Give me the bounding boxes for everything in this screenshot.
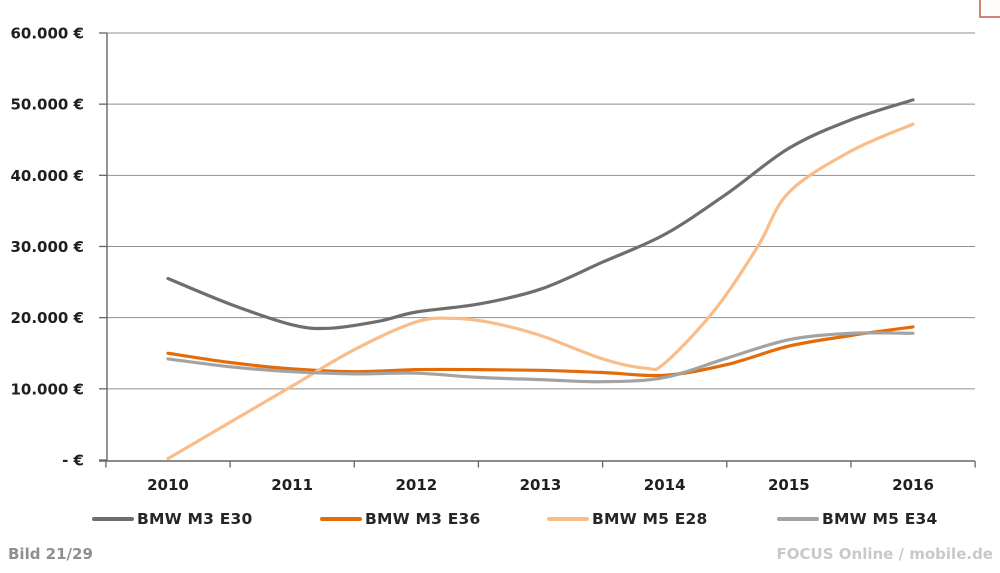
series-line-bmw-m5-e28 [166, 122, 915, 461]
price-development-line-chart: 60.000 € 50.000 € 40.000 € 30.000 € 20.000 €… [10, 24, 976, 494]
legend-label-bmw-m3-e36: BMW M3 E36 [365, 510, 481, 528]
series-line-bmw-m3-e30 [166, 98, 915, 331]
legend-swatch-bmw-m3-e36 [320, 517, 362, 521]
y-tick-label: 20.000 € [10, 309, 84, 327]
legend-item-bmw-m3-e30: BMW M3 E30 [92, 510, 253, 528]
legend-label-bmw-m3-e30: BMW M3 E30 [137, 510, 253, 528]
legend-label-bmw-m5-e34: BMW M5 E34 [822, 510, 938, 528]
y-tick-label: 40.000 € [10, 167, 84, 185]
y-tick-label: 30.000 € [10, 238, 84, 256]
series-line-bmw-m3-e36 [166, 325, 915, 378]
legend-label-bmw-m5-e28: BMW M5 E28 [592, 510, 708, 528]
axis-labels: 60.000 € 50.000 € 40.000 € 30.000 € 20.000 €… [10, 24, 933, 494]
legend-swatch-bmw-m5-e34 [777, 517, 819, 521]
legend-swatch-bmw-m3-e30 [92, 517, 134, 521]
y-tick-label: 60.000 € [10, 24, 84, 42]
gridlines [99, 32, 975, 461]
x-tick-label: 2013 [520, 476, 562, 494]
image-credit: FOCUS Online / mobile.de [776, 545, 993, 563]
legend-swatch-bmw-m5-e28 [547, 517, 589, 521]
x-tick-label: 2015 [768, 476, 810, 494]
x-tick-label: 2016 [892, 476, 934, 494]
x-tick-label: 2011 [271, 476, 313, 494]
y-tick-label: 10.000 € [10, 380, 84, 398]
legend-item-bmw-m5-e34: BMW M5 E34 [777, 510, 938, 528]
x-tick-label: 2010 [147, 476, 189, 494]
legend-item-bmw-m5-e28: BMW M5 E28 [547, 510, 708, 528]
image-counter: Bild 21/29 [8, 545, 93, 563]
y-tick-label: 50.000 € [10, 96, 84, 114]
legend-item-bmw-m3-e36: BMW M3 E36 [320, 510, 481, 528]
x-tick-label: 2014 [644, 476, 686, 494]
x-tick-label: 2012 [395, 476, 437, 494]
red-highlight-box [979, 0, 1000, 18]
series-line-bmw-m5-e34 [166, 331, 915, 384]
y-tick-label: - € [62, 452, 84, 470]
